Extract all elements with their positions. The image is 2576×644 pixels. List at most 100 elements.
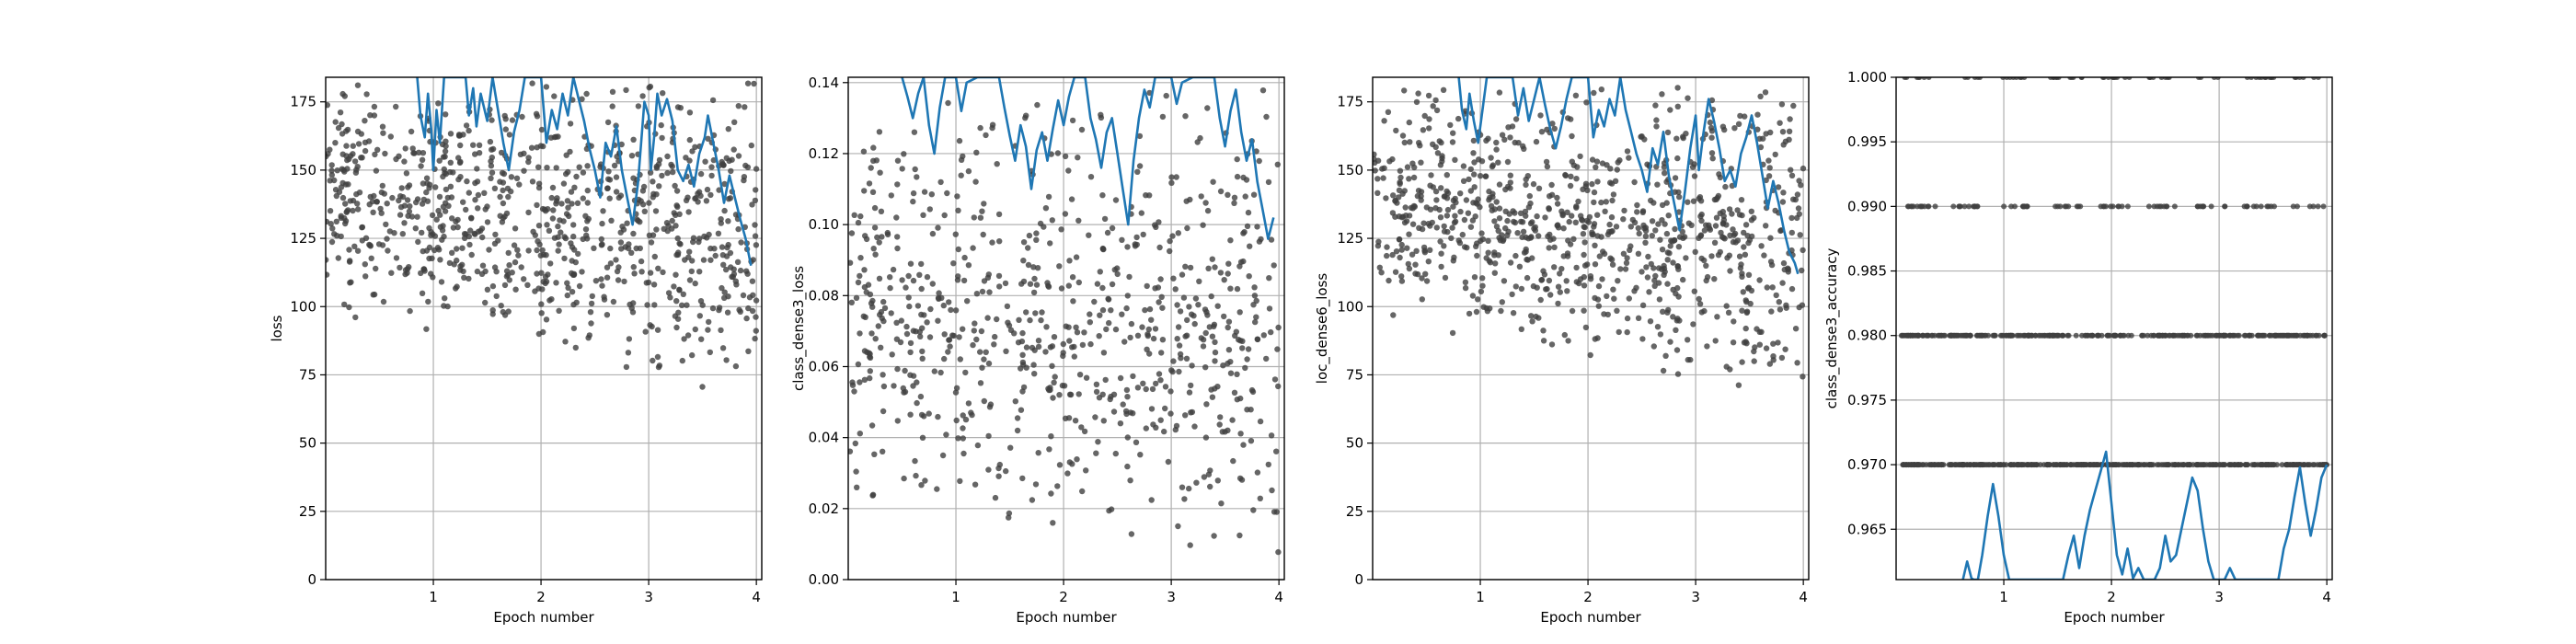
scatter-point (680, 291, 686, 297)
scatter-point (654, 353, 661, 361)
scatter-point (2124, 203, 2131, 210)
scatter-point (1485, 135, 1491, 142)
scatter-point (592, 278, 600, 284)
scatter-point (1174, 336, 1180, 342)
scatter-point (405, 184, 411, 190)
scatter-point (1667, 339, 1673, 345)
scatter-point (1614, 307, 1620, 314)
scatter-point (1444, 190, 1452, 197)
scatter-point (1792, 326, 1800, 332)
scatter-point (2258, 203, 2264, 210)
scatter-point (2073, 332, 2079, 339)
scatter-point (893, 336, 901, 342)
scatter-point (1487, 194, 1493, 201)
scatter-point (679, 302, 685, 308)
scatter-point (341, 215, 348, 222)
scatter-point (437, 212, 443, 218)
scatter-point (621, 278, 627, 285)
scatter-point (2001, 203, 2007, 210)
scatter-point (705, 135, 711, 142)
scatter-point (1581, 224, 1588, 231)
scatter-point (1535, 233, 1542, 239)
scatter-point (423, 326, 430, 332)
scatter-point (1664, 281, 1671, 287)
scatter-point (1065, 324, 1072, 330)
scatter-point (1103, 326, 1110, 333)
scatter-point (544, 222, 550, 228)
scatter-point (658, 121, 664, 129)
scatter-point (2113, 462, 2120, 468)
scatter-point (1429, 219, 1436, 226)
scatter-point (1051, 379, 1057, 385)
scatter-point (600, 208, 606, 214)
scatter-point (619, 224, 626, 230)
scatter-point (1696, 295, 1702, 303)
scatter-point (1120, 401, 1126, 408)
x-tick-label: 1 (429, 589, 438, 605)
scatter-point (1585, 219, 1593, 225)
scatter-point (1079, 341, 1087, 349)
scatter-point (1126, 273, 1133, 281)
scatter-point (454, 283, 460, 290)
scatter-point (459, 245, 466, 251)
scatter-point (1225, 347, 1233, 353)
scatter-point (599, 220, 605, 227)
scatter-point (669, 217, 675, 224)
scatter-point (332, 187, 339, 193)
scatter-point (547, 134, 555, 141)
scatter-point (1697, 198, 1705, 204)
scatter-point (1565, 237, 1571, 244)
scatter-point (2301, 462, 2307, 468)
scatter-point (630, 264, 637, 270)
scatter-point (1950, 203, 1957, 210)
scatter-point (489, 307, 496, 314)
scatter-point (1662, 352, 1669, 359)
x-tick-label: 2 (536, 589, 546, 605)
scatter-point (1604, 293, 1610, 300)
scatter-point (542, 273, 549, 280)
scatter-point (744, 270, 751, 277)
scatter-point (585, 335, 592, 341)
scatter-point (1470, 200, 1477, 206)
scatter-point (1146, 351, 1153, 357)
scatter-point (449, 215, 455, 222)
scatter-point (861, 348, 868, 354)
scatter-point (1030, 264, 1037, 270)
scatter-point (2265, 203, 2271, 210)
scatter-point (2241, 332, 2248, 339)
scatter-point (1788, 172, 1796, 178)
scatter-point (472, 231, 478, 237)
scatter-point (1432, 188, 1440, 195)
scatter-point (1410, 174, 1418, 181)
scatter-point (385, 247, 391, 254)
scatter-point (1035, 450, 1041, 456)
scatter-point (1396, 187, 1403, 193)
scatter-point (1182, 412, 1189, 419)
scatter-point (669, 163, 675, 170)
scatter-point (1568, 116, 1574, 122)
scatter-point (869, 189, 877, 195)
scatter-point (1183, 198, 1190, 204)
scatter-point (2029, 462, 2035, 468)
scatter-point (506, 262, 512, 269)
scatter-point (992, 333, 998, 340)
scatter-point (1777, 120, 1783, 126)
scatter-point (1742, 113, 1748, 120)
y-tick-label: 0.975 (1847, 392, 1887, 408)
scatter-point (716, 305, 723, 311)
scatter-point (979, 364, 985, 371)
scatter-point (1373, 151, 1377, 157)
scatter-point (1562, 172, 1570, 179)
scatter-point (677, 241, 684, 247)
scatter-point (2201, 462, 2207, 468)
scatter-point (1399, 132, 1407, 139)
scatter-point (617, 192, 625, 199)
scatter-point (479, 262, 487, 269)
scatter-point (1952, 462, 1959, 468)
scatter-point (2111, 332, 2118, 339)
scatter-point (1609, 228, 1616, 235)
scatter-point (1589, 231, 1595, 237)
scatter-point (1543, 286, 1549, 293)
scatter-point (1444, 206, 1452, 213)
scatter-point (449, 249, 455, 256)
